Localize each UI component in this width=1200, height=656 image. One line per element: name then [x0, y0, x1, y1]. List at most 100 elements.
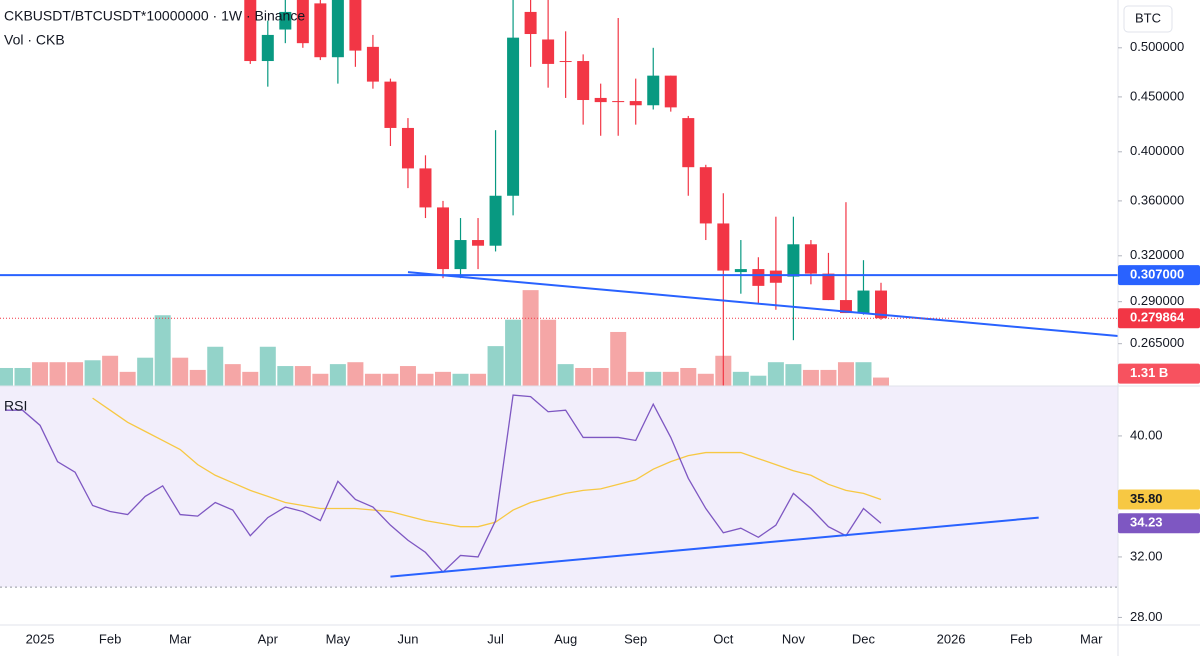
x-tick-label: May: [326, 631, 351, 646]
y-tick-label: 0.265000: [1130, 335, 1184, 350]
volume-bar: [767, 362, 784, 386]
volume-bar: [505, 319, 522, 386]
volume-bar: [452, 373, 469, 386]
y-tick-label: 0.290000: [1130, 293, 1184, 308]
candle-body: [699, 167, 712, 224]
candle-body: [349, 0, 362, 51]
candle-body: [717, 223, 730, 271]
volume-bar: [172, 357, 189, 386]
labels: CKBUSDT/BTCUSDT*10000000 · 1W · Binance …: [4, 8, 305, 414]
volume-title: Vol · CKB: [4, 32, 65, 48]
volume-bar: [837, 362, 854, 386]
rsi-tick-label: 40.00: [1130, 427, 1163, 442]
rsi-title: RSI: [4, 398, 27, 414]
volume-bar: [645, 371, 662, 386]
rsi-last-label: 34.23: [1130, 515, 1163, 530]
candle-body: [472, 240, 485, 246]
chart-title: CKBUSDT/BTCUSDT*10000000 · 1W · Binance: [4, 8, 305, 24]
candle-body: [331, 0, 344, 58]
volume-bar: [277, 366, 294, 386]
candle-body: [542, 39, 555, 64]
volume-bar: [487, 346, 504, 386]
rsi-ma-last-label-box: [1118, 489, 1200, 510]
candle-body: [244, 0, 257, 62]
volume-bar: [329, 364, 346, 386]
volume-bar: [137, 357, 154, 386]
x-tick-label: Feb: [99, 631, 121, 646]
rsi-band: [0, 386, 1118, 588]
candle-body: [629, 101, 642, 106]
volume-bar: [592, 367, 609, 386]
candle-body: [401, 127, 414, 169]
candle-body: [454, 240, 467, 270]
x-tick-label: Jul: [487, 631, 504, 646]
candle-body: [612, 101, 625, 103]
volume-bar: [382, 373, 399, 386]
volume-bar: [522, 290, 539, 386]
candle-body: [559, 61, 572, 63]
candle-body: [682, 118, 695, 168]
candle-body: [261, 34, 274, 62]
x-tick-label: Apr: [258, 631, 279, 646]
volume-bar: [242, 371, 259, 386]
x-tick-label: 2026: [937, 631, 966, 646]
candle-body: [664, 75, 677, 108]
y-tick-label: 0.360000: [1130, 192, 1184, 207]
volume-bar: [662, 371, 679, 386]
volume-bar: [697, 373, 714, 386]
price-pane: [0, 0, 1118, 386]
volume-bar: [417, 373, 434, 386]
volume-bar: [820, 369, 837, 386]
rsi-tick-label: 32.00: [1130, 548, 1163, 563]
rsi-trendline: [390, 516, 1039, 578]
volume-bar: [470, 373, 487, 386]
volume-bar: [207, 346, 224, 386]
x-tick-label: Nov: [782, 631, 806, 646]
candle-body: [437, 207, 449, 270]
volume-bar: [802, 369, 819, 386]
trendline: [407, 271, 1118, 338]
candle-body: [279, 11, 292, 30]
currency[interactable]: BTC: [1135, 10, 1161, 25]
candle-body: [769, 270, 782, 283]
x-tick-label: Aug: [554, 631, 577, 646]
last-price-label: 0.279864: [1130, 310, 1185, 325]
y-tick-label: 0.320000: [1130, 247, 1184, 262]
candle-body: [752, 269, 765, 286]
y-tick-label: 0.400000: [1130, 143, 1184, 158]
volume-bar: [732, 371, 749, 386]
x-tick-label: Sep: [624, 631, 647, 646]
volume-bar: [557, 364, 574, 386]
candle-body: [734, 269, 747, 273]
volume-bar: [540, 319, 557, 386]
volume-bar: [119, 371, 136, 386]
volume-bar: [102, 355, 119, 386]
y-tick-label: 0.450000: [1130, 88, 1184, 103]
candle-body: [822, 273, 835, 301]
x-tick-label: 2025: [26, 631, 55, 646]
volume-bar: [785, 364, 802, 386]
hline-label-box: [1118, 265, 1200, 286]
candle-body: [594, 97, 607, 103]
candle-body: [296, 0, 309, 44]
candle-body: [507, 37, 520, 196]
last-volume-label: 1.31 B: [1130, 365, 1168, 380]
volume-bar: [189, 369, 206, 386]
last-price-label-box: [1118, 308, 1200, 329]
volume-bar: [347, 362, 364, 386]
candle-body: [804, 244, 817, 274]
volume-bar: [49, 362, 66, 386]
x-tick-label: Jun: [397, 631, 418, 646]
volume-bar: [32, 362, 49, 386]
volume-bar: [680, 367, 697, 386]
volume-bar: [750, 375, 767, 386]
rsi-ma-last-label: 35.80: [1130, 491, 1163, 506]
volume-bar: [259, 346, 276, 386]
rsi-last-label-box: [1118, 513, 1200, 534]
currency-box[interactable]: [1123, 5, 1173, 33]
volume-bar: [0, 367, 13, 386]
candle-body: [366, 46, 379, 82]
y-tick-label: 0.500000: [1130, 39, 1184, 54]
